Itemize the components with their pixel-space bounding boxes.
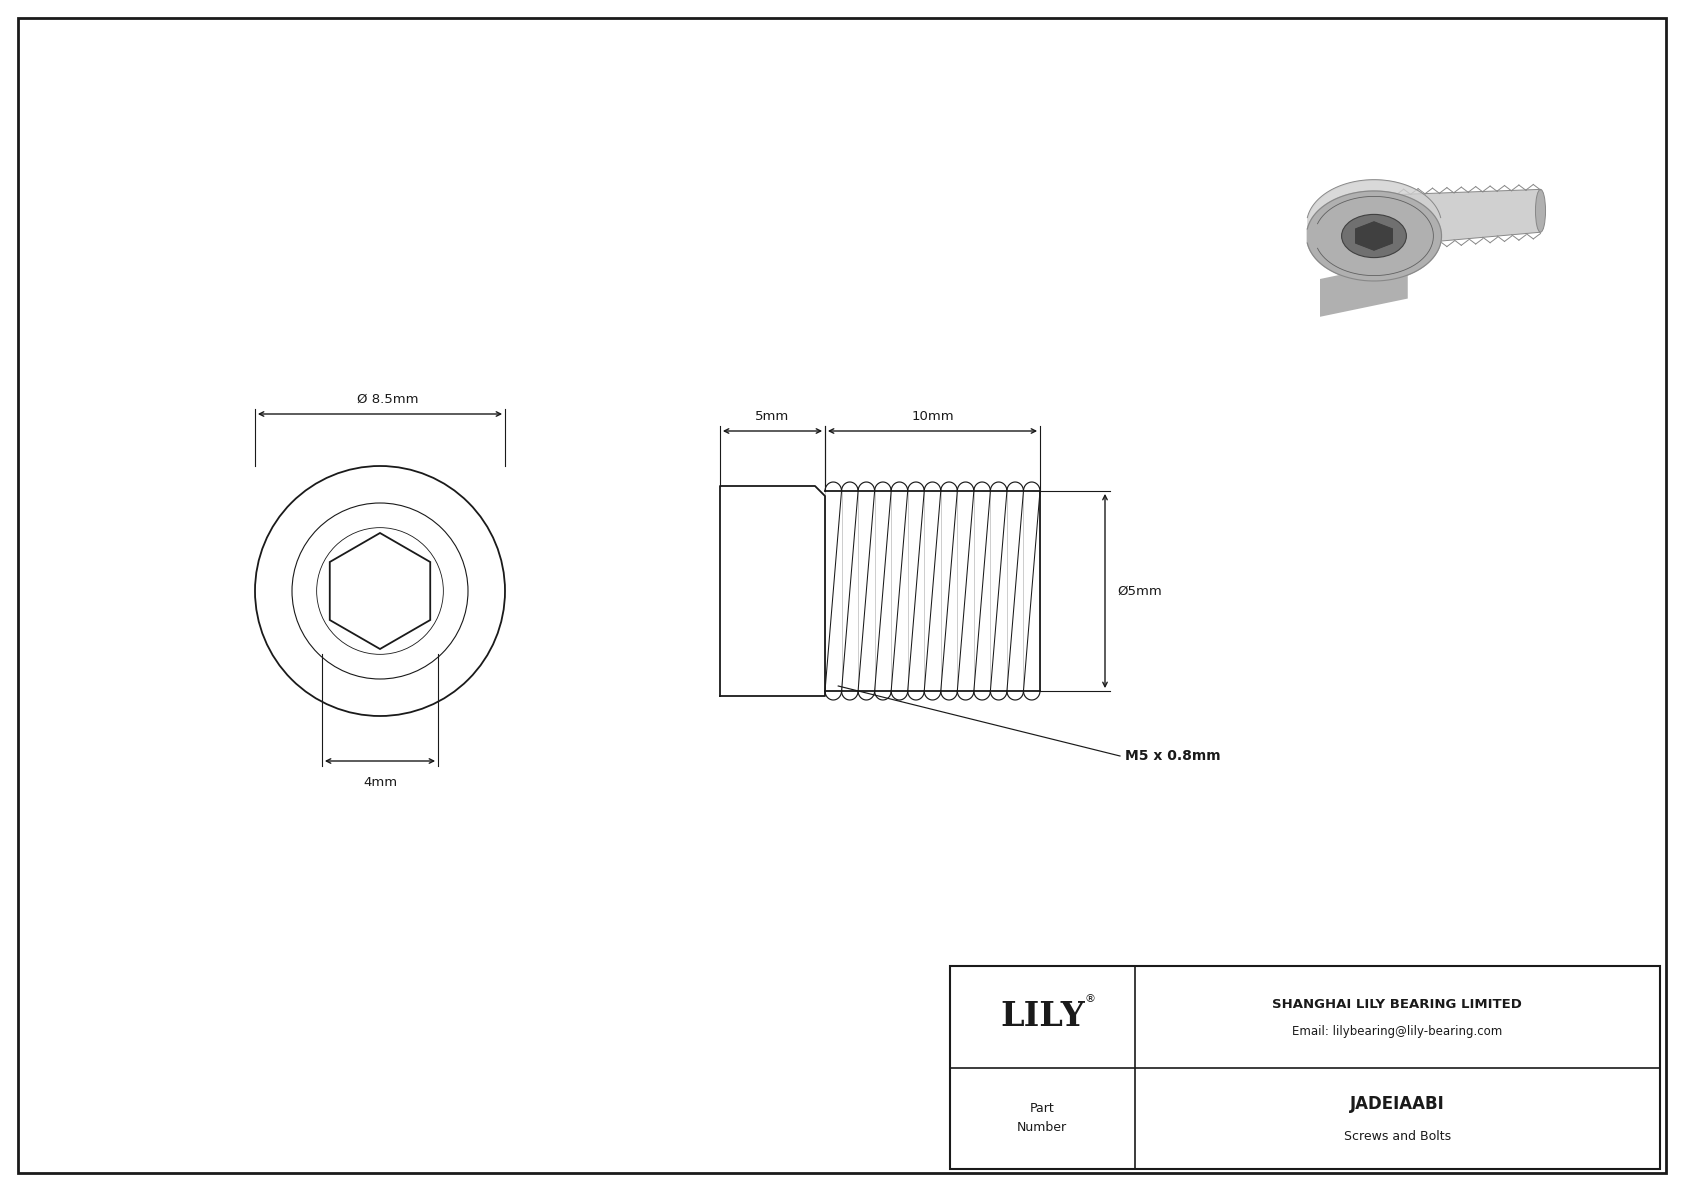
Text: Ø 8.5mm: Ø 8.5mm <box>357 393 419 406</box>
Text: SHANGHAI LILY BEARING LIMITED: SHANGHAI LILY BEARING LIMITED <box>1273 998 1522 1011</box>
Text: 10mm: 10mm <box>911 410 953 423</box>
Text: Screws and Bolts: Screws and Bolts <box>1344 1130 1452 1142</box>
Text: 5mm: 5mm <box>756 410 790 423</box>
Text: Ø5mm: Ø5mm <box>1116 585 1162 598</box>
Text: 4mm: 4mm <box>364 777 397 788</box>
Text: Email: lilybearing@lily-bearing.com: Email: lilybearing@lily-bearing.com <box>1292 1025 1502 1039</box>
Text: LILY: LILY <box>1000 1000 1084 1034</box>
Text: M5 x 0.8mm: M5 x 0.8mm <box>1125 749 1221 763</box>
Polygon shape <box>1396 189 1541 245</box>
Polygon shape <box>1356 222 1393 250</box>
Polygon shape <box>1307 191 1442 281</box>
Bar <box>950 966 1660 1170</box>
Text: JADEIAABI: JADEIAABI <box>1351 1096 1445 1114</box>
Text: Part
Number: Part Number <box>1017 1102 1068 1134</box>
Polygon shape <box>1320 261 1408 317</box>
Text: ®: ® <box>1084 993 1096 1004</box>
Ellipse shape <box>1342 214 1406 257</box>
Ellipse shape <box>1536 189 1546 232</box>
